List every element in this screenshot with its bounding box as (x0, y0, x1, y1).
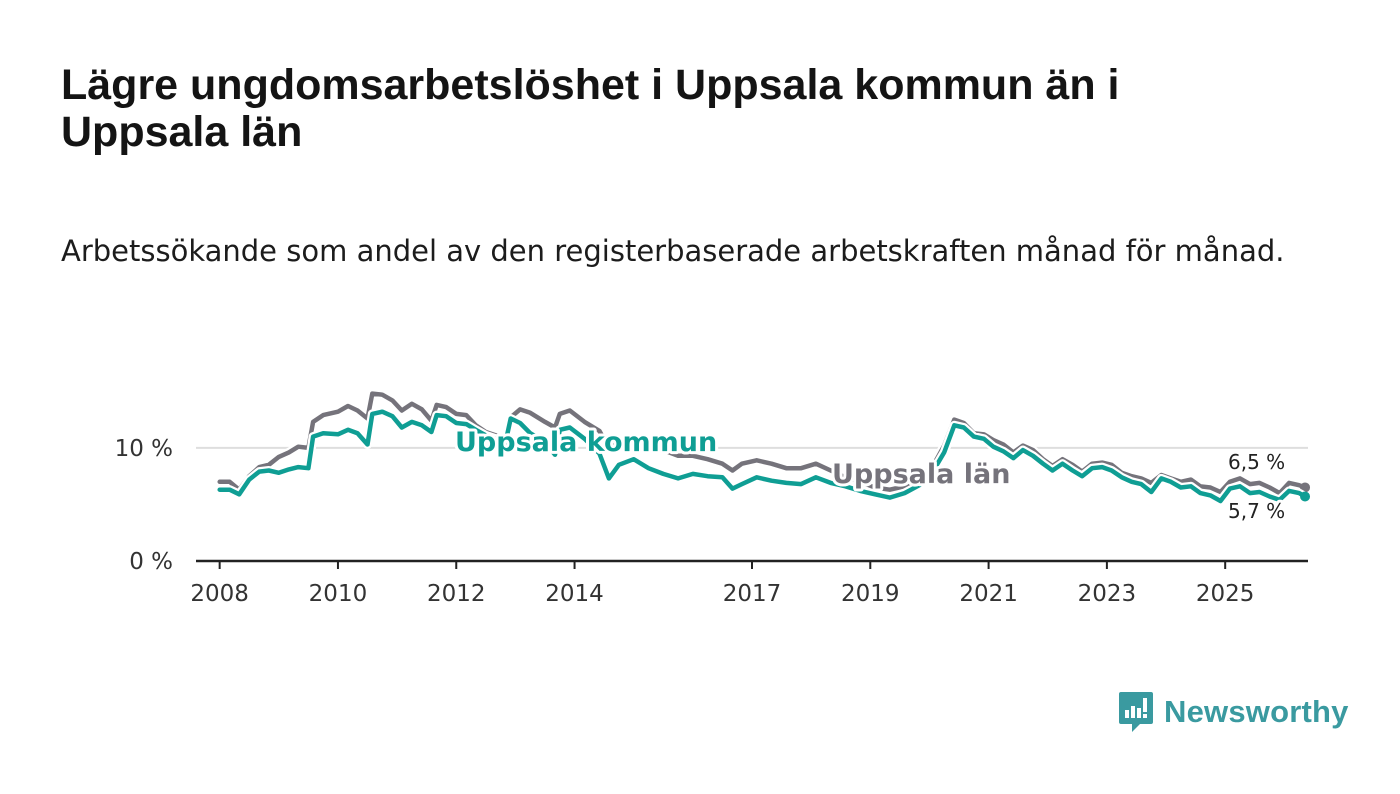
end-value-label-lan: 6,5 % (1228, 450, 1285, 474)
series-label-uppsala-lan: Uppsala län (832, 459, 1010, 490)
x-tick-label-8: 2025 (1196, 581, 1255, 607)
x-tick-label-4: 2017 (723, 581, 782, 607)
series-label-uppsala-lan-halo: Uppsala län (832, 459, 1010, 490)
x-tick-label-5: 2019 (841, 581, 900, 607)
end-value-label-kommun-halo: 5,7 % (1228, 499, 1285, 523)
x-tick-label-1: 2010 (309, 581, 368, 607)
y-tick-label-1: 10 % (115, 436, 173, 462)
newsworthy-logo: Newsworthy (1118, 690, 1349, 734)
series-lines (215, 389, 1311, 506)
logo-text: Newsworthy (1164, 694, 1349, 729)
x-tick-label-0: 2008 (190, 581, 249, 607)
axes: 0 % 10 % 2008 2010 2012 2014 2017 2019 2021 2023 2… (115, 436, 1308, 607)
series-end-dot-uppsala-kommun (1300, 491, 1311, 502)
chart-subtitle: Arbetssökande som andel av den registerb… (61, 234, 1285, 268)
series-line-uppsala-kommun (217, 409, 1308, 504)
series-label-uppsala-kommun: Uppsala kommun (455, 427, 717, 458)
end-value-label-lan-halo: 6,5 % (1228, 450, 1285, 474)
series-label-uppsala-kommun-halo: Uppsala kommun (455, 427, 717, 458)
x-tick-label-7: 2023 (1078, 581, 1137, 607)
y-tick-label-0: 0 % (129, 549, 173, 575)
x-tick-label-6: 2021 (959, 581, 1018, 607)
chart-title: Lägre ungdomsarbetslöshet i Uppsala komm… (61, 61, 1120, 156)
series-line-uppsala-lan (217, 391, 1308, 496)
end-value-label-kommun: 5,7 % (1228, 499, 1285, 523)
newsworthy-bar-chart-icon (1119, 692, 1153, 732)
x-tick-label-2: 2012 (427, 581, 486, 607)
x-tick-label-3: 2014 (545, 581, 604, 607)
